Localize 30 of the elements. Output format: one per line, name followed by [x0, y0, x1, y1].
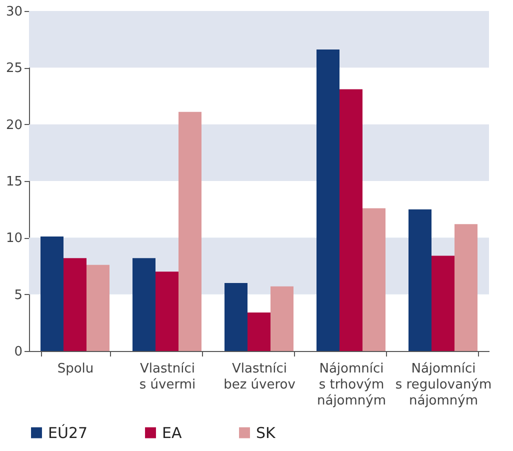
y-tick-label: 10 [6, 231, 22, 246]
y-tick-label: 5 [14, 288, 22, 303]
bar [64, 258, 86, 351]
bar [432, 256, 454, 351]
bar [132, 258, 156, 351]
y-tick-label: 30 [6, 4, 22, 20]
bar [224, 283, 248, 351]
bar [270, 286, 294, 351]
bar [86, 264, 110, 351]
bar [178, 112, 202, 351]
bar [316, 50, 340, 351]
bar [408, 209, 432, 351]
y-tick-label: 15 [6, 174, 22, 190]
x-tick-label: Nájomníci s regulovaným nájomným [395, 362, 492, 408]
legend-label: SK [256, 424, 277, 442]
bar [454, 224, 478, 351]
x-tick-label: Spolu [57, 362, 94, 376]
y-tick-label: 25 [6, 61, 22, 76]
x-tick-label: Vlastníci bez úverov [224, 362, 296, 392]
bar [340, 89, 362, 351]
bar [156, 272, 178, 351]
legend-label: EÚ27 [48, 424, 88, 442]
y-tick-label: 20 [6, 118, 22, 133]
x-tick-label: Nájomníci s trhovým nájomným [316, 362, 386, 408]
y-tick-label: 0 [14, 344, 22, 360]
x-tick-label: Vlastníci s úvermi [139, 362, 196, 392]
bar [248, 312, 270, 351]
bar [40, 236, 64, 351]
bar [362, 208, 386, 351]
legend-label: EA [162, 424, 182, 442]
